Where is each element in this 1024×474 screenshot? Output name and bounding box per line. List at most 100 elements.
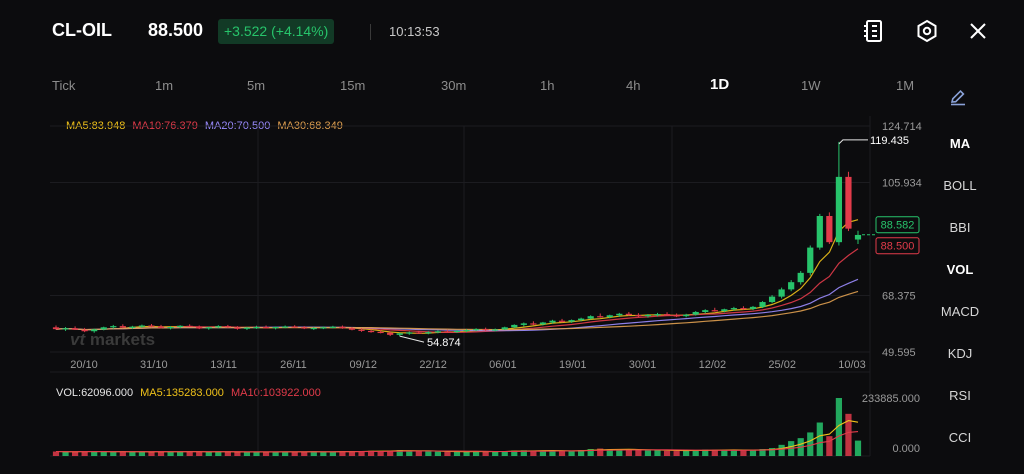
candle-body <box>635 314 642 317</box>
volume-bar <box>272 451 279 456</box>
volume-bar <box>702 449 709 456</box>
indicator-rsi[interactable]: RSI <box>949 388 971 403</box>
indicator-kdj[interactable]: KDJ <box>947 346 973 361</box>
candle-body <box>282 326 289 328</box>
header-bar: CL-OIL 88.500 +3.522 (+4.14%) 10:13:53 <box>0 0 1024 64</box>
candle-body <box>434 331 442 333</box>
tab-5m[interactable]: 5m <box>247 78 266 93</box>
candle-body <box>702 310 709 312</box>
volume-bar <box>348 451 356 456</box>
notebook-icon[interactable] <box>861 18 887 44</box>
pencil-icon[interactable] <box>948 87 968 107</box>
low-label: 54.874 <box>427 337 461 349</box>
candle-body <box>807 247 814 273</box>
volume-bar <box>683 450 690 456</box>
candle-body <box>492 329 499 331</box>
tab-1m[interactable]: 1m <box>155 78 174 93</box>
volume-bar <box>558 450 566 456</box>
candle-body <box>692 311 699 315</box>
settings-hexagon-icon[interactable] <box>914 18 940 44</box>
volume-bar <box>138 451 146 456</box>
indicator-bbi[interactable]: BBI <box>949 220 971 235</box>
candle-body <box>663 314 671 316</box>
volume-bar <box>530 450 537 456</box>
candle-body <box>835 176 843 243</box>
volume-bar <box>482 451 489 456</box>
volume-bar <box>367 450 375 456</box>
vol-ma10-line <box>55 431 859 453</box>
volume-bar <box>587 449 594 456</box>
candlestick-chart[interactable]: 124.714 105.934 68.375 49.595 20/10 31/10 13/1… <box>0 112 930 474</box>
date-axis-label: 31/10 <box>140 359 168 371</box>
candle-body <box>520 323 527 325</box>
volume-bar <box>129 451 136 456</box>
candle-body <box>597 316 604 318</box>
ma-line-ma30 <box>55 290 859 331</box>
ma-lines <box>55 219 859 334</box>
symbol-title: CL-OIL <box>52 20 112 40</box>
tab-1d[interactable]: 1D <box>710 76 730 93</box>
indicator-ma[interactable]: MA <box>949 136 971 151</box>
ma-line-ma20 <box>55 278 859 332</box>
volume-bar <box>177 451 184 456</box>
candle-body <box>215 326 222 328</box>
volume-bar <box>282 451 289 456</box>
volume-bar <box>845 413 852 456</box>
volume-bar <box>339 451 346 456</box>
volume-bar <box>492 451 499 456</box>
volume-bar <box>186 451 193 456</box>
candle-body <box>530 323 537 325</box>
volume-bar <box>415 451 422 456</box>
watermark-logo: vt markets <box>70 330 156 349</box>
tab-15m[interactable]: 15m <box>340 78 366 93</box>
volume-bar <box>425 451 432 456</box>
volume-bar <box>472 451 480 456</box>
volume-bar <box>854 440 862 456</box>
date-axis-label: 12/02 <box>699 359 727 371</box>
candle-body <box>348 328 356 330</box>
indicator-boll[interactable]: BOLL <box>943 178 977 193</box>
close-icon[interactable] <box>965 18 991 44</box>
tab-1w[interactable]: 1W <box>801 78 821 93</box>
volume-bar <box>463 451 470 456</box>
ma-line-ma10 <box>55 248 859 333</box>
tab-1mo[interactable]: 1M <box>896 78 915 93</box>
candle-body <box>558 320 566 322</box>
candle-body <box>186 325 193 328</box>
axis-labels: 124.714 105.934 68.375 49.595 20/10 31/10 13/1… <box>70 121 922 455</box>
volume-legend: VOL:62096.000 MA5:135283.000 MA10:103922… <box>56 387 325 399</box>
candle-body <box>788 282 795 290</box>
tab-30m[interactable]: 30m <box>441 78 467 93</box>
candle-body <box>587 316 594 319</box>
volume-bar <box>253 451 260 456</box>
tab-tick[interactable]: Tick <box>52 78 76 93</box>
candle-body <box>406 332 413 334</box>
candle-body <box>616 313 623 316</box>
tab-1h[interactable]: 1h <box>540 78 555 93</box>
volume-bar <box>262 451 270 456</box>
high-label: 119.435 <box>870 135 909 147</box>
candle-body <box>81 329 88 332</box>
candle-body <box>243 327 251 329</box>
volume-bar <box>826 436 833 456</box>
volume-bar <box>768 448 776 456</box>
indicator-macd[interactable]: MACD <box>940 304 980 319</box>
volume-bars <box>52 398 862 456</box>
candle-body <box>387 332 394 335</box>
volume-bar <box>778 444 785 456</box>
candle-body <box>425 332 432 334</box>
price-axis-label: 105.934 <box>882 178 922 190</box>
volume-bar <box>644 450 652 456</box>
candle-body <box>568 320 575 322</box>
volume-bar <box>148 451 155 456</box>
quote-time: 10:13:53 <box>389 24 440 39</box>
indicator-vol[interactable]: VOL <box>946 262 974 277</box>
volume-bar <box>52 451 60 456</box>
candle-body <box>683 314 690 317</box>
tab-4h[interactable]: 4h <box>626 78 641 93</box>
indicator-cci[interactable]: CCI <box>948 430 972 445</box>
date-axis-label: 20/10 <box>70 359 98 371</box>
candle-body <box>730 308 737 310</box>
volume-bar <box>568 451 575 456</box>
candle-body <box>482 329 489 331</box>
